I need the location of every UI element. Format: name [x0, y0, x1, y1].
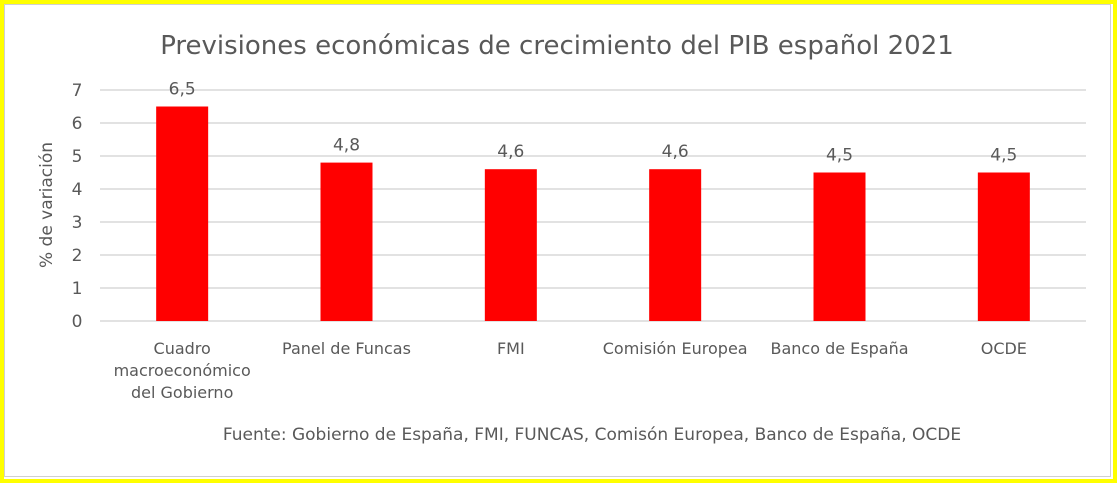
data-label: 6,5	[169, 80, 196, 100]
x-tick-label: OCDE	[981, 339, 1027, 358]
x-tick-label: macroeconómico	[114, 361, 251, 380]
data-label: 4,6	[497, 142, 524, 162]
bar	[484, 169, 537, 321]
y-tick-label: 4	[72, 180, 83, 200]
y-tick-label: 7	[72, 81, 83, 101]
y-tick-label: 2	[72, 246, 83, 266]
x-tick-label: Cuadro	[154, 339, 211, 358]
y-tick-label: 6	[72, 114, 83, 134]
y-tick-label: 0	[72, 312, 83, 332]
bar	[649, 169, 702, 321]
x-tick-label: del Gobierno	[131, 383, 233, 402]
bar	[320, 162, 373, 321]
bar	[977, 172, 1030, 321]
chart-title: Previsiones económicas de crecimiento de…	[160, 31, 954, 61]
data-label: 4,6	[662, 142, 689, 162]
bar	[156, 106, 209, 321]
y-tick-label: 5	[72, 147, 83, 167]
source-note: Fuente: Gobierno de España, FMI, FUNCAS,…	[223, 425, 961, 445]
data-label: 4,5	[826, 146, 853, 166]
data-label: 4,5	[990, 146, 1017, 166]
chart-area	[4, 4, 1111, 477]
x-tick-label: FMI	[497, 339, 525, 358]
y-tick-label: 3	[72, 213, 83, 233]
x-tick-label: Banco de España	[770, 339, 908, 358]
bar	[813, 172, 866, 321]
x-tick-label: Comisión Europea	[603, 339, 748, 358]
y-tick-label: 1	[72, 279, 83, 299]
y-axis-label: % de variación	[37, 142, 57, 268]
x-tick-label: Panel de Funcas	[282, 339, 411, 358]
data-label: 4,8	[333, 136, 360, 156]
